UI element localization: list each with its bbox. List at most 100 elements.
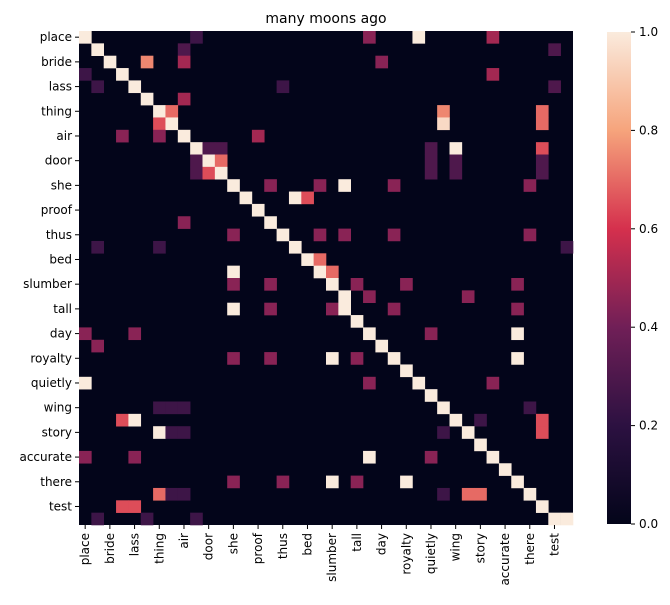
heatmap-cell [239,191,253,205]
y-tick-label: quietly [31,376,72,390]
heatmap-cell [486,31,500,44]
x-tick-label: bride [103,533,117,564]
heatmap-cell [375,55,389,69]
y-tick-label: lass [49,80,72,94]
heatmap-cell [79,327,92,341]
heatmap-cell [474,487,487,501]
heatmap-cell [424,450,438,464]
heatmap-cell [560,240,574,254]
heatmap-cell [535,142,549,155]
x-tick-label: tall [350,533,364,552]
x-tick-label: air [177,533,191,549]
y-tick-label: accurate [19,450,72,464]
y-tick-label: there [40,475,72,489]
heatmap-cell [535,154,549,168]
heatmap-cell [424,154,438,168]
heatmap-cell [103,55,117,69]
heatmap-cell [437,487,450,501]
heatmap-cell [116,500,129,513]
heatmap-cell [313,179,327,192]
heatmap-cell [227,352,240,365]
heatmap-cell [313,265,327,279]
heatmap-cell [140,55,154,69]
colorbar-tick-label: 0.0 [639,517,658,531]
colorbar-tick-label: 0.4 [639,320,658,334]
heatmap-cell [535,166,549,180]
heatmap-cell [79,31,92,44]
heatmap-cell [165,426,179,439]
heatmap-cell [177,216,191,229]
x-tick-label: day [375,533,389,555]
heatmap-cell [264,216,277,229]
heatmap-cell [523,487,537,501]
heatmap-cell [363,31,376,44]
heatmap-cell [350,278,364,291]
heatmap-cell [214,142,228,155]
heatmap-cell [326,265,339,279]
heatmap-cell [461,426,475,439]
heatmap-cell [511,302,524,316]
heatmap-cell [511,278,524,291]
heatmap-cell [350,352,364,365]
heatmap-cell [190,512,203,526]
heatmap-cell [116,413,129,427]
heatmap-cell [165,401,179,415]
heatmap-cell [116,129,129,143]
y-tick-label: bed [49,252,72,266]
heatmap-cell [313,253,327,266]
heatmap-cell [128,413,142,427]
heatmap-cell [326,302,339,316]
heatmap-cell [387,179,401,192]
heatmap-cell [153,487,166,501]
heatmap-cell [474,438,487,452]
heatmap-cell [412,376,426,390]
heatmap-cell [511,352,524,365]
heatmap-cell [400,475,413,489]
heatmap-cell [474,413,487,427]
y-tick-label: bride [41,55,72,69]
y-tick-label: day [50,327,72,341]
heatmap-cell [116,68,129,81]
heatmap-cell [190,31,203,44]
heatmap-cell [91,80,104,94]
heatmap-cell [523,228,537,242]
colorbar-tick-label: 0.6 [639,222,658,236]
y-tick-label: story [42,425,72,439]
heatmap-cell [548,43,561,56]
heatmap-cell [437,105,450,118]
heatmap-cell [153,117,166,131]
heatmap-cell [128,80,142,94]
heatmap-cell [313,228,327,242]
x-tick-label: story [473,533,487,563]
x-tick-label: quietly [424,533,438,574]
heatmap-cell [301,191,314,205]
heatmap-cell [214,166,228,180]
heatmap-cell [227,475,240,489]
heatmap-cell [140,92,154,106]
heatmap-cell [437,426,450,439]
heatmap-cell [128,500,142,513]
heatmap-cell [177,55,191,69]
heatmap-cell [128,450,142,464]
heatmap-cell [350,315,364,328]
x-tick-label: thing [152,533,166,564]
heatmap-cell [190,166,203,180]
x-tick-label: thus [276,533,290,559]
heatmap-cell [424,166,438,180]
x-tick-label: place [78,533,92,565]
heatmap-cell [449,413,463,427]
heatmap-cell [91,339,104,353]
heatmap-cell [177,43,191,56]
x-tick-label: slumber [325,533,339,582]
heatmap-cell [165,105,179,118]
heatmap-cell [288,191,302,205]
heatmap-cell [165,487,179,501]
heatmap-cell [486,450,500,464]
heatmap-cell [535,426,549,439]
y-tick-label: slumber [23,277,72,291]
heatmap-cell [190,154,203,168]
heatmap-cell [535,500,549,513]
heatmap-cell [227,228,240,242]
heatmap-cell [400,278,413,291]
heatmap-cell [79,376,92,390]
